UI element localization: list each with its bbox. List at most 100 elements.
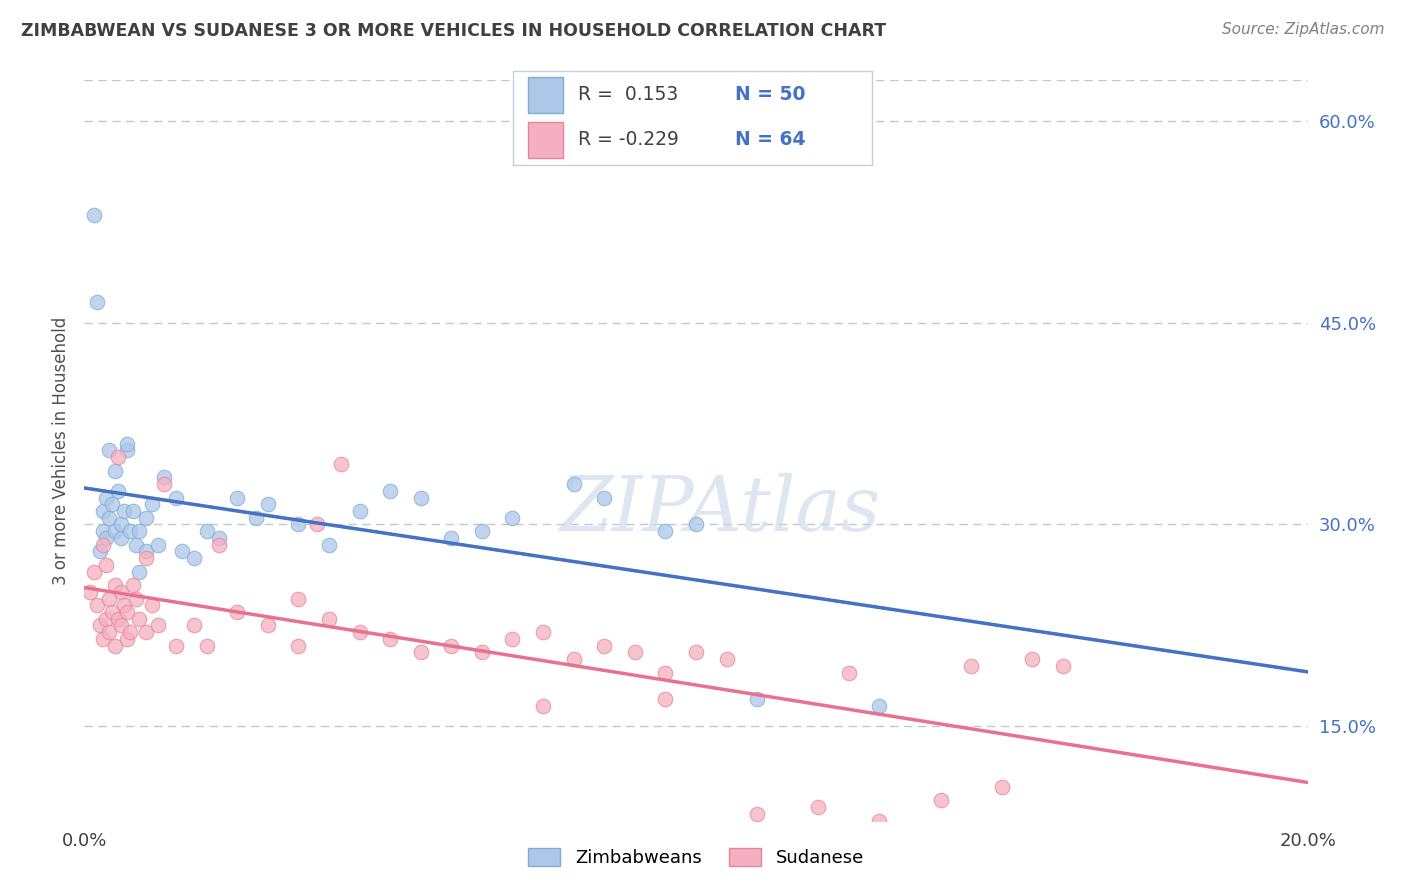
Point	[122, 578, 145, 592]
Point	[120, 625, 142, 640]
Text: R = -0.229: R = -0.229	[578, 130, 679, 149]
Point	[153, 470, 176, 484]
Text: ZIMBABWEAN VS SUDANESE 3 OR MORE VEHICLES IN HOUSEHOLD CORRELATION CHART: ZIMBABWEAN VS SUDANESE 3 OR MORE VEHICLE…	[21, 22, 886, 40]
Point	[807, 800, 830, 814]
Text: N = 50: N = 50	[735, 86, 806, 104]
Point	[146, 618, 169, 632]
Point	[107, 450, 129, 465]
Point	[97, 625, 120, 640]
Text: ZIPAtlas: ZIPAtlas	[560, 473, 882, 547]
Point	[305, 517, 328, 532]
Point	[471, 524, 494, 539]
Point	[91, 538, 114, 552]
Point	[716, 652, 738, 666]
Point	[86, 295, 108, 310]
Point	[183, 551, 205, 566]
Point	[128, 612, 150, 626]
Point	[104, 639, 127, 653]
Point	[349, 504, 371, 518]
Point	[440, 531, 463, 545]
Point	[195, 639, 218, 653]
Point	[624, 645, 647, 659]
Point	[1052, 658, 1074, 673]
Point	[380, 632, 402, 646]
Point	[929, 793, 952, 807]
Point	[97, 591, 120, 606]
Point	[122, 504, 145, 518]
Point	[125, 538, 148, 552]
Y-axis label: 3 or more Vehicles in Household: 3 or more Vehicles in Household	[52, 317, 70, 584]
Point	[531, 625, 554, 640]
Point	[838, 665, 860, 680]
Point	[128, 565, 150, 579]
Point	[960, 658, 983, 673]
Point	[86, 599, 108, 613]
Point	[502, 632, 524, 646]
Point	[502, 510, 524, 524]
Point	[107, 612, 129, 626]
Point	[107, 483, 129, 498]
Point	[869, 699, 891, 714]
Point	[257, 497, 280, 511]
Point	[115, 436, 138, 450]
Point	[135, 551, 157, 566]
Point	[593, 639, 616, 653]
Point	[1021, 652, 1043, 666]
Text: R =  0.153: R = 0.153	[578, 86, 678, 104]
Point	[135, 625, 157, 640]
Point	[110, 517, 132, 532]
Point	[83, 208, 105, 222]
Point	[141, 599, 163, 613]
Point	[89, 544, 111, 558]
Point	[91, 632, 114, 646]
Point	[287, 517, 309, 532]
Point	[94, 558, 117, 572]
Point	[685, 517, 707, 532]
Point	[991, 780, 1014, 794]
Point	[226, 605, 249, 619]
Point	[79, 584, 101, 599]
Point	[245, 510, 267, 524]
Point	[380, 483, 402, 498]
Point	[654, 524, 676, 539]
Point	[257, 618, 280, 632]
Point	[115, 443, 138, 458]
Point	[287, 639, 309, 653]
Point	[747, 806, 769, 821]
Text: Source: ZipAtlas.com: Source: ZipAtlas.com	[1222, 22, 1385, 37]
Point	[104, 464, 127, 478]
Point	[330, 457, 353, 471]
Point	[208, 538, 231, 552]
Point	[165, 491, 187, 505]
Point	[183, 618, 205, 632]
Point	[97, 443, 120, 458]
Point	[104, 524, 127, 539]
Point	[125, 591, 148, 606]
Point	[135, 544, 157, 558]
Point	[91, 504, 114, 518]
Point	[89, 618, 111, 632]
Point	[654, 692, 676, 706]
Point	[318, 538, 340, 552]
Point	[685, 645, 707, 659]
Point	[562, 652, 585, 666]
Point	[593, 491, 616, 505]
Point	[115, 632, 138, 646]
Point	[94, 531, 117, 545]
Point	[120, 524, 142, 539]
Point	[141, 497, 163, 511]
Legend: Zimbabweans, Sudanese: Zimbabweans, Sudanese	[520, 841, 872, 874]
Point	[869, 814, 891, 828]
Point	[128, 524, 150, 539]
Point	[409, 491, 432, 505]
Point	[97, 510, 120, 524]
Point	[195, 524, 218, 539]
Point	[208, 531, 231, 545]
Point	[287, 591, 309, 606]
Point	[101, 497, 124, 511]
Text: N = 64: N = 64	[735, 130, 806, 149]
Point	[165, 639, 187, 653]
Point	[153, 477, 176, 491]
Point	[135, 510, 157, 524]
Point	[654, 665, 676, 680]
